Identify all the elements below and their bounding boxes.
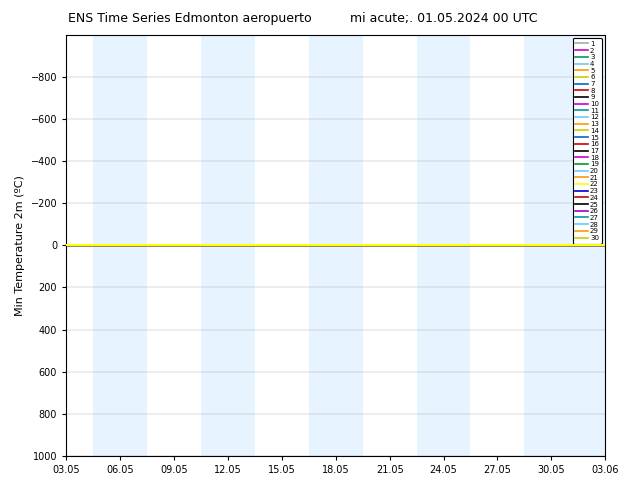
Bar [93, 35, 147, 456]
Bar [417, 35, 470, 456]
Bar [524, 35, 578, 456]
Text: mi acute;. 01.05.2024 00 UTC: mi acute;. 01.05.2024 00 UTC [350, 12, 538, 25]
Legend: 1, 2, 3, 4, 5, 6, 7, 8, 9, 10, 11, 12, 13, 14, 15, 16, 17, 18, 19, 20, 21, 22, 2: 1, 2, 3, 4, 5, 6, 7, 8, 9, 10, 11, 12, 1… [573, 38, 602, 244]
Bar [309, 35, 363, 456]
Y-axis label: Min Temperature 2m (ºC): Min Temperature 2m (ºC) [15, 175, 25, 316]
Bar [201, 35, 255, 456]
Text: ENS Time Series Edmonton aeropuerto: ENS Time Series Edmonton aeropuerto [68, 12, 312, 25]
Bar [578, 35, 632, 456]
